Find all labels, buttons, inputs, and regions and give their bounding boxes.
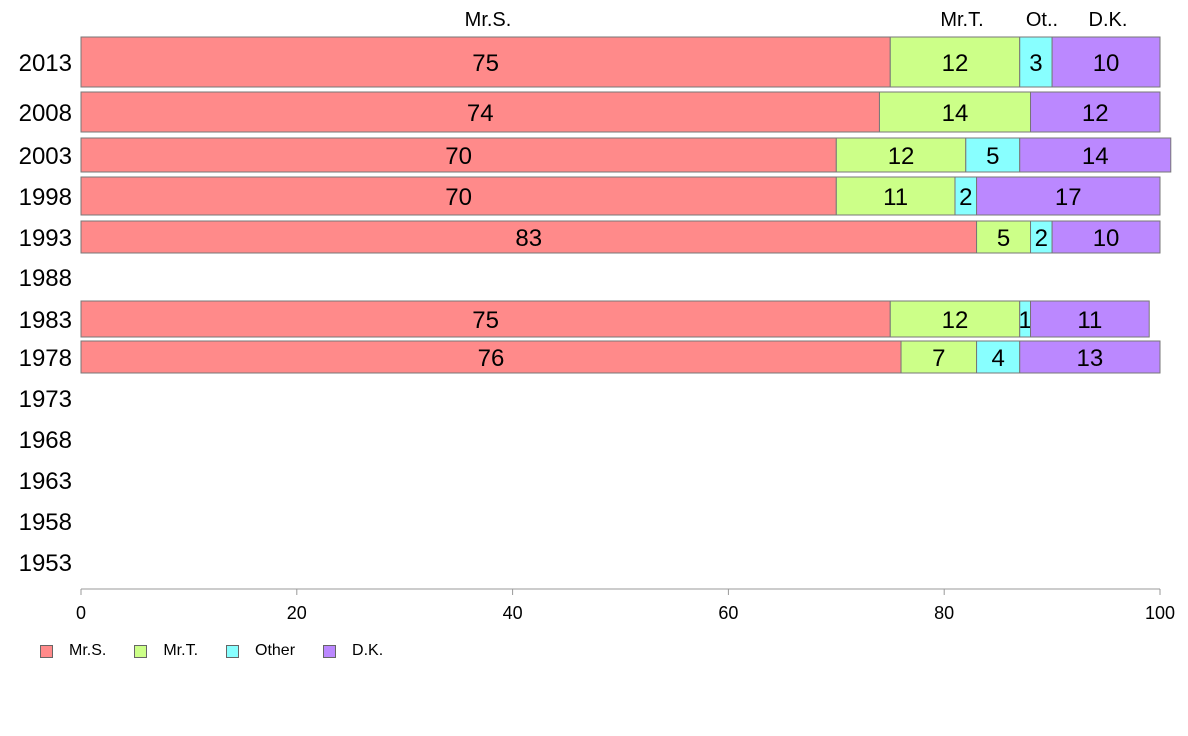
data-label-2013-series-1: 12: [942, 50, 969, 77]
y-axis-tick-labels: 2013 2008 2003 1998 1993 1988 1983 1978 1973 1968…: [19, 50, 72, 577]
bar-1983-series-3: [1030, 300, 1150, 338]
x-tick-0: 0: [76, 603, 86, 623]
x-tick-100: 100: [1145, 603, 1175, 623]
y-tick-1993: 1993: [19, 225, 72, 252]
legend-item-3: D.K.: [323, 642, 383, 660]
data-label-2003-series-1: 12: [888, 143, 915, 170]
data-label-1998-series-0: 70: [445, 184, 472, 211]
data-label-1978-series-3: 13: [1077, 345, 1104, 372]
y-tick-1958: 1958: [19, 509, 72, 536]
data-label-1983-series-2: 1: [1018, 307, 1031, 334]
bar-1993-series-3: [1051, 220, 1161, 254]
bar-2008-series-0: [80, 91, 880, 133]
bar-2013-series-2: [1019, 36, 1053, 88]
bar-1978-series-0: [80, 340, 902, 374]
data-label-2008-series-3: 12: [1082, 100, 1109, 127]
bar-2003-series-2: [965, 137, 1021, 173]
y-tick-1983: 1983: [19, 307, 72, 334]
bar-1998-series-1: [835, 176, 956, 216]
bar-1998-series-0: [80, 176, 837, 216]
data-label-1993-series-0: 83: [515, 225, 542, 252]
data-label-1998-series-3: 17: [1055, 184, 1082, 211]
y-tick-2013: 2013: [19, 50, 72, 77]
bar-1978-series-3: [1019, 340, 1161, 374]
data-label-1978-series-2: 4: [991, 345, 1004, 372]
column-header-2: Ot..: [1026, 9, 1058, 31]
y-tick-1973: 1973: [19, 386, 72, 413]
bar-2003-series-0: [80, 137, 837, 173]
data-label-1998-series-2: 2: [959, 184, 972, 211]
data-label-1998-series-1: 11: [883, 184, 908, 211]
bar-1983-series-0: [80, 300, 891, 338]
bar-1993-series-0: [80, 220, 978, 254]
legend-item-0: Mr.S.: [40, 642, 106, 660]
bar-1978-series-2: [976, 340, 1021, 374]
column-header-1: Mr.T.: [940, 9, 983, 31]
bar-2013-series-1: [889, 36, 1021, 88]
x-tick-40: 40: [503, 603, 523, 623]
bar-1998-series-3: [976, 176, 1161, 216]
y-tick-1968: 1968: [19, 427, 72, 454]
data-label-2003-series-2: 5: [986, 143, 999, 170]
data-label-2003-series-0: 70: [445, 143, 472, 170]
column-header-0: Mr.S.: [465, 9, 512, 31]
y-tick-1963: 1963: [19, 468, 72, 495]
legend-swatch-0: [40, 644, 53, 658]
data-label-1993-series-2: 2: [1035, 225, 1048, 252]
bar-2013-series-3: [1051, 36, 1161, 88]
data-label-1978-series-0: 76: [478, 345, 505, 372]
data-label-2013-series-2: 3: [1029, 50, 1042, 77]
y-tick-1953: 1953: [19, 550, 72, 577]
data-label-1983-series-1: 12: [942, 307, 969, 334]
y-tick-1998: 1998: [19, 184, 72, 211]
legend-label-0: Mr.S.: [69, 642, 107, 659]
legend: Mr.S. Mr.T. Other D.K.: [40, 642, 411, 660]
bar-2013-series-0: [80, 36, 891, 88]
data-label-1983-series-0: 75: [472, 307, 499, 334]
y-tick-1978: 1978: [19, 345, 72, 372]
x-tick-60: 60: [718, 603, 738, 623]
x-tick-80: 80: [934, 603, 954, 623]
bar-1978-series-1: [900, 340, 978, 374]
data-label-1983-series-3: 11: [1077, 307, 1102, 334]
data-label-2013-series-0: 75: [472, 50, 499, 77]
bar-2003-series-1: [835, 137, 967, 173]
data-label-2003-series-3: 14: [1082, 143, 1109, 170]
data-label-1978-series-1: 7: [932, 345, 945, 372]
bar-2003-series-3: [1019, 137, 1172, 173]
data-label-2008-series-1: 14: [942, 100, 969, 127]
y-tick-1988: 1988: [19, 265, 72, 292]
x-axis: 0 20 40 60 80 100: [76, 588, 1175, 623]
column-headers: Mr.S. Mr.T. Ot.. D.K.: [465, 9, 1128, 31]
bar-2008-series-3: [1030, 91, 1161, 133]
legend-swatch-2: [226, 644, 240, 658]
data-label-1993-series-3: 10: [1093, 225, 1120, 252]
legend-swatch-3: [323, 644, 337, 658]
data-label-2013-series-3: 10: [1093, 50, 1120, 77]
bar-1993-series-1: [976, 220, 1032, 254]
legend-item-2: Other: [226, 642, 295, 660]
legend-item-1: Mr.T.: [134, 642, 198, 660]
y-tick-2008: 2008: [19, 100, 72, 127]
data-label-1993-series-1: 5: [997, 225, 1010, 252]
legend-label-2: Other: [255, 642, 296, 659]
column-header-3: D.K.: [1089, 9, 1128, 31]
legend-label-3: D.K.: [352, 642, 384, 659]
y-tick-2003: 2003: [19, 143, 72, 170]
legend-label-1: Mr.T.: [163, 642, 199, 659]
data-label-2008-series-0: 74: [467, 100, 494, 127]
legend-swatch-1: [134, 644, 148, 658]
x-tick-20: 20: [287, 603, 307, 623]
bar-2008-series-1: [878, 91, 1032, 133]
